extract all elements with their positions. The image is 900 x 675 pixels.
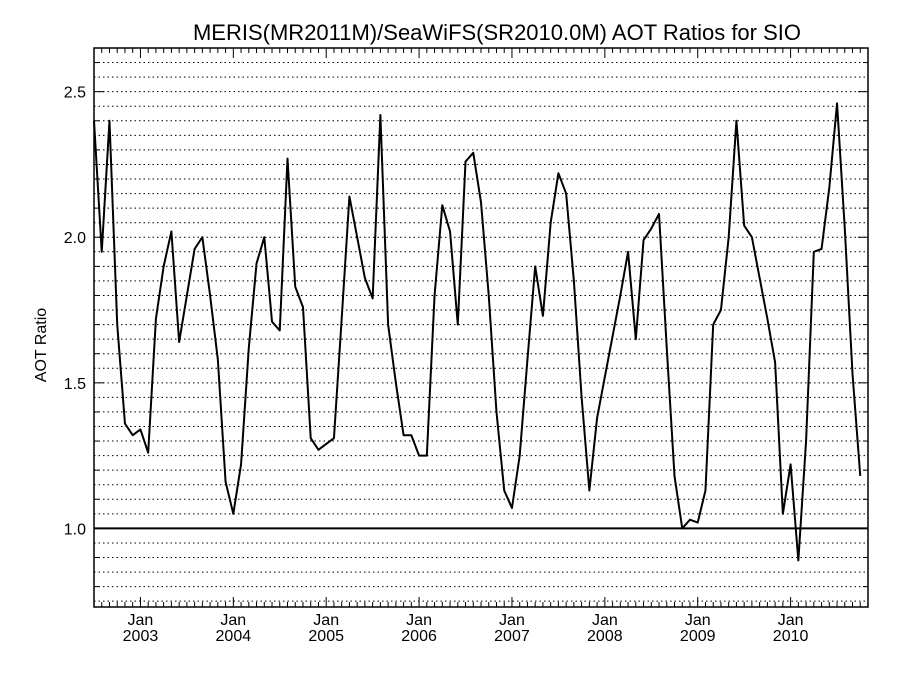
y-tick-label: 1.0 bbox=[64, 521, 86, 538]
x-tick-label-month: Jan bbox=[313, 612, 339, 629]
x-tick-label-month: Jan bbox=[499, 612, 525, 629]
x-tick-label-year: 2003 bbox=[123, 628, 159, 645]
x-tick-label-year: 2004 bbox=[216, 628, 252, 645]
x-tick-label-year: 2008 bbox=[587, 628, 623, 645]
y-tick-label: 1.5 bbox=[64, 376, 86, 393]
chart-title: MERIS(MR2011M)/SeaWiFS(SR2010.0M) AOT Ra… bbox=[193, 20, 801, 45]
series-line bbox=[93, 102, 862, 562]
grid-lines bbox=[94, 47, 868, 602]
x-tick-label-year: 2010 bbox=[773, 628, 809, 645]
x-tick-label-year: 2009 bbox=[680, 628, 716, 645]
y-axis-label: AOT Ratio bbox=[33, 308, 50, 383]
x-tick-label-month: Jan bbox=[220, 612, 246, 629]
x-tick-label-month: Jan bbox=[128, 612, 154, 629]
x-tick-label-month: Jan bbox=[406, 612, 432, 629]
x-tick-label-year: 2005 bbox=[308, 628, 344, 645]
plot-frame bbox=[93, 47, 869, 608]
x-tick-label-year: 2006 bbox=[401, 628, 437, 645]
y-tick-label: 2.0 bbox=[64, 230, 86, 247]
y-tick-labels: 1.0 1.5 2.0 2.5 bbox=[64, 85, 86, 539]
x-tick-label-month: Jan bbox=[592, 612, 618, 629]
x-tick-labels: Jan2003Jan2004Jan2005Jan2006Jan2007Jan20… bbox=[123, 612, 809, 645]
y-tick-label: 2.5 bbox=[64, 85, 86, 102]
x-tick-label-month: Jan bbox=[685, 612, 711, 629]
x-tick-label-month: Jan bbox=[778, 612, 804, 629]
axis-ticks bbox=[93, 48, 869, 607]
x-tick-label-year: 2007 bbox=[494, 628, 530, 645]
